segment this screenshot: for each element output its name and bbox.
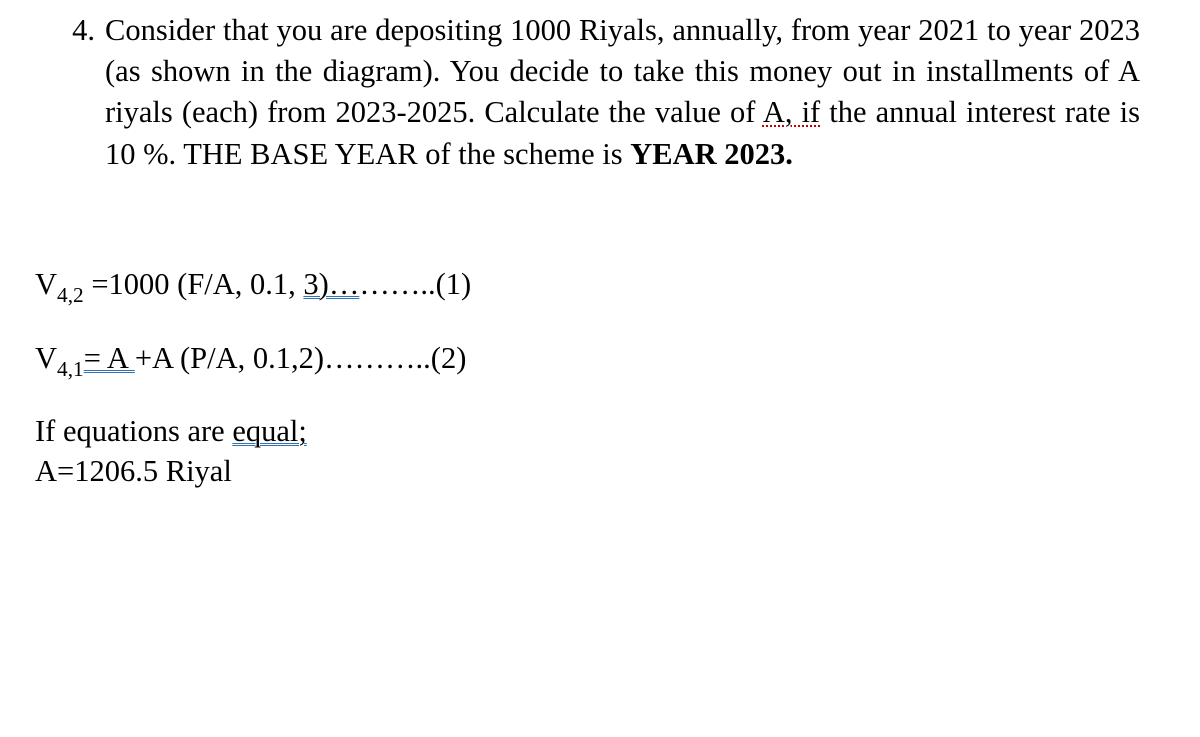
eq2-sub: 4,1: [57, 357, 84, 381]
problem-block: 4. Consider that you are depositing 1000…: [35, 10, 1140, 175]
conclusion: If equations are equal; A=1206.5 Riyal: [35, 412, 1140, 491]
eq1-sub: 4,2: [57, 283, 84, 307]
problem-body: Consider that you are depositing 1000 Ri…: [105, 10, 1140, 175]
eq2-tail: ……..(2): [355, 341, 467, 375]
page: 4. Consider that you are depositing 1000…: [0, 0, 1200, 512]
eq1-lhs-rest: =1000 (F/A, 0.1,: [84, 267, 304, 301]
eq2-underline: = A: [84, 341, 135, 375]
eq1-tail: ……..(1): [359, 267, 471, 301]
problem-year-bold: YEAR 2023.: [630, 137, 793, 171]
conclusion-line-1: If equations are equal;: [35, 412, 1140, 452]
eq1-lhs-pre: V: [35, 267, 57, 301]
eq1-underline: 3)…: [303, 267, 359, 301]
concl-pre: If equations are: [35, 414, 232, 448]
problem-a-if: A, if: [763, 95, 820, 129]
conclusion-line-2: A=1206.5 Riyal: [35, 452, 1140, 492]
equation-1: V4,2 =1000 (F/A, 0.1, 3)………..(1): [35, 265, 1140, 309]
concl-underline: equal;: [232, 414, 307, 448]
equations-block: V4,2 =1000 (F/A, 0.1, 3)………..(1) V4,1= A…: [35, 265, 1140, 492]
equation-2: V4,1= A +A (P/A, 0.1,2)………..(2): [35, 339, 1140, 383]
eq2-mid: +A (P/A, 0.1,2)…: [135, 341, 355, 375]
problem-number: 4.: [35, 10, 105, 175]
eq2-lhs-pre: V: [35, 341, 57, 375]
